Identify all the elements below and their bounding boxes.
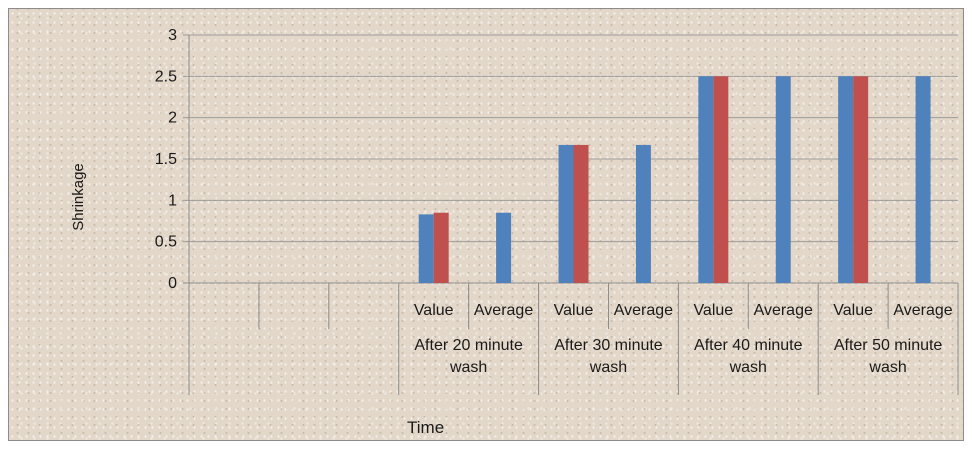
bar — [635, 144, 651, 283]
x-category-label: Average — [474, 302, 533, 319]
x-category-label: Value — [414, 302, 454, 319]
y-tick-label: 3 — [168, 27, 177, 44]
x-group-label-line: After 40 minute — [694, 337, 803, 354]
y-axis-title: Shrinkage — [70, 163, 87, 231]
x-group-label: After 30 minute wash — [554, 337, 663, 376]
bar — [418, 214, 434, 283]
bar — [713, 76, 729, 283]
x-category-label: Value — [833, 302, 873, 319]
x-group-label-line: wash — [589, 359, 627, 376]
y-tick-label: 1 — [168, 192, 177, 209]
bar — [558, 144, 574, 283]
x-category-label: Value — [554, 302, 594, 319]
bar — [433, 212, 449, 283]
y-tick-label: 1.5 — [155, 151, 177, 168]
x-group-label-line: wash — [449, 359, 487, 376]
x-group-label-line: wash — [729, 359, 767, 376]
y-tick-label: 2 — [168, 110, 177, 127]
y-tick-label: 0 — [168, 275, 177, 292]
x-group-label: After 20 minute wash — [414, 337, 523, 376]
x-group-label-line: After 30 minute — [554, 337, 663, 354]
x-group-label-line: After 50 minute — [834, 337, 943, 354]
y-axis-ticks: 0 0.5 1 1.5 2 2.5 3 — [155, 27, 177, 292]
x-category-label: Average — [754, 302, 813, 319]
bar — [853, 76, 869, 283]
bars — [418, 76, 931, 283]
x-group-label: After 50 minute wash — [834, 337, 943, 376]
bar-chart: 00.511.522.53 Value Average Value Average Va… — [70, 27, 959, 437]
y-tick-label: 0.5 — [155, 234, 177, 251]
bar — [573, 144, 589, 283]
bar — [698, 76, 714, 283]
bar — [496, 212, 512, 283]
x-category-label: Value — [693, 302, 733, 319]
x-group-label-line: After 20 minute — [414, 337, 523, 354]
bar — [915, 76, 931, 283]
x-axis: Value Average Value Average Value Average Valu… — [188, 283, 959, 395]
x-group-label: After 40 minute wash — [694, 337, 803, 376]
bar — [838, 76, 854, 283]
x-axis-title: Time — [407, 418, 444, 437]
bar — [775, 76, 791, 283]
chart-area: 0 0.5 1 1.5 2 2.5 3 Value Average Value Average Va… — [8, 8, 964, 441]
y-tick-label: 2.5 — [155, 68, 177, 85]
x-group-label-line: wash — [868, 359, 906, 376]
x-category-label: Average — [614, 302, 673, 319]
x-category-label: Average — [893, 302, 952, 319]
